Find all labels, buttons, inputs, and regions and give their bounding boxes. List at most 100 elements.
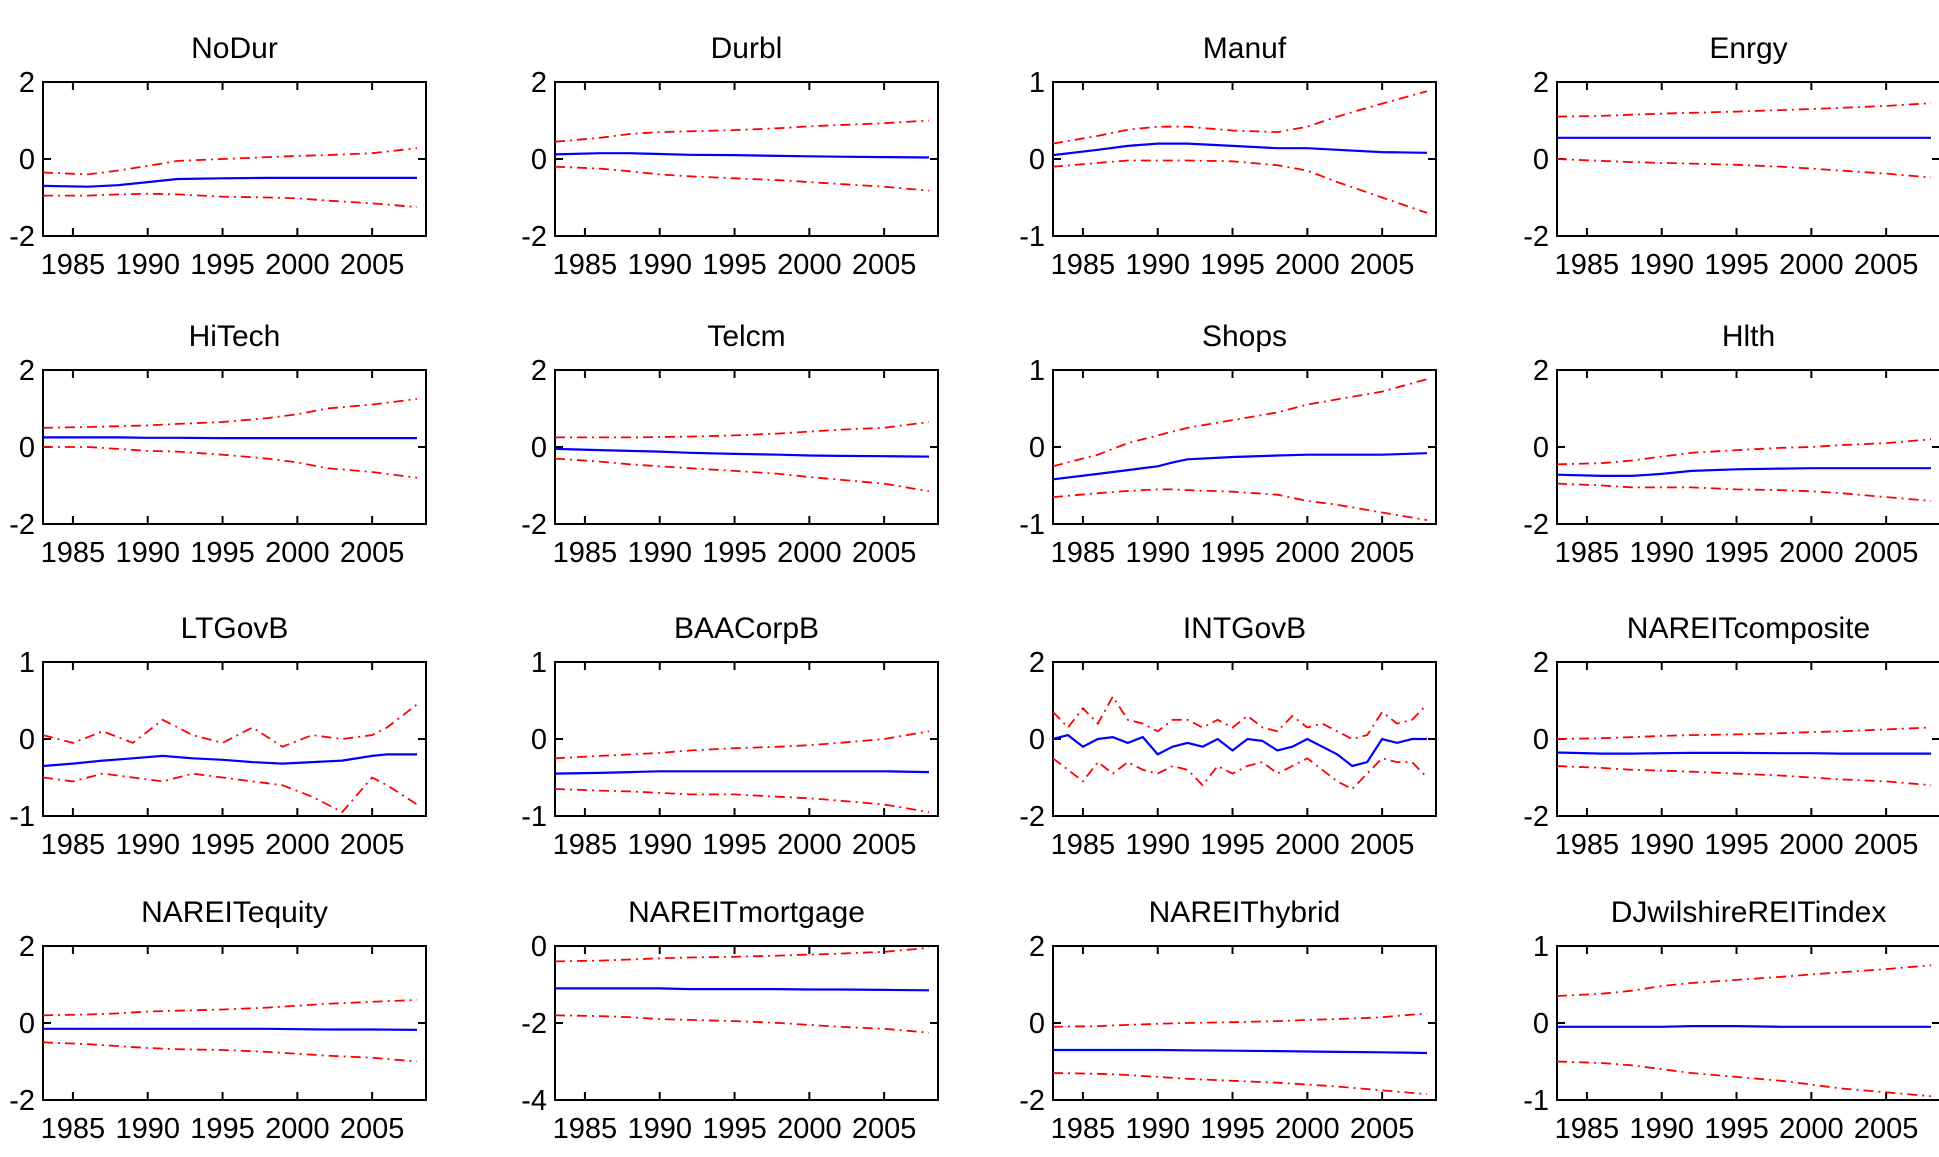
subplot-nareithybrid: NAREIThybrid -2 0 2 1985 1990 1995 2000 2005 bbox=[1019, 896, 1437, 1145]
x-tick-label: 1995 bbox=[190, 537, 255, 569]
y-tick-label: -2 bbox=[1019, 801, 1045, 833]
x-tick-label: 2005 bbox=[1854, 1113, 1919, 1145]
y-tick-label: 2 bbox=[531, 355, 547, 387]
confidence-band-line bbox=[42, 398, 418, 429]
y-tick-label: -2 bbox=[521, 509, 547, 541]
subplot-djwilshirereitindex: DJwilshireREITindex -1 0 1 1985 1990 1995 2000 2… bbox=[1523, 896, 1939, 1145]
y-tick-label: 2 bbox=[1029, 931, 1045, 963]
y-tick-label: 1 bbox=[19, 647, 35, 679]
confidence-band-line bbox=[1556, 482, 1932, 502]
estimate-line bbox=[1052, 142, 1428, 157]
x-tick-label: 2000 bbox=[1275, 1113, 1340, 1145]
subplot-telcm: Telcm -2 0 2 1985 1990 1995 2000 2005 bbox=[521, 320, 939, 569]
y-tick-label: 1 bbox=[531, 647, 547, 679]
plot-frame bbox=[1052, 661, 1437, 817]
x-tick-label: 1995 bbox=[702, 249, 767, 281]
y-tick-label: 2 bbox=[19, 931, 35, 963]
estimate-line bbox=[43, 1027, 418, 1031]
confidence-band-line bbox=[1556, 102, 1932, 118]
estimate-line bbox=[42, 176, 417, 188]
subplot-intgovb: INTGovB -2 0 2 1985 1990 1995 2000 2005 bbox=[1019, 612, 1437, 861]
x-tick-label: 2000 bbox=[1779, 1113, 1844, 1145]
y-tick-label: 0 bbox=[1029, 144, 1045, 176]
estimate-line bbox=[43, 436, 417, 440]
y-tick-label: 1 bbox=[1533, 931, 1549, 963]
x-tick-label: 1985 bbox=[41, 249, 106, 281]
x-tick-label: 1990 bbox=[115, 1113, 180, 1145]
x-tick-label: 1990 bbox=[1125, 1113, 1190, 1145]
plot-frame bbox=[1556, 81, 1939, 237]
y-tick-label: 2 bbox=[19, 355, 35, 387]
confidence-band-line bbox=[42, 147, 418, 176]
x-tick-label: 1995 bbox=[1200, 1113, 1265, 1145]
subplot-title: BAACorpB bbox=[674, 612, 819, 645]
x-tick-label: 2000 bbox=[1779, 829, 1844, 861]
x-tick-label: 2005 bbox=[1854, 829, 1919, 861]
y-tick-label: 0 bbox=[1533, 432, 1549, 464]
x-tick-label: 1995 bbox=[1200, 829, 1265, 861]
x-tick-label: 1995 bbox=[702, 537, 767, 569]
estimate-line bbox=[1053, 1048, 1428, 1055]
estimate-line bbox=[1556, 467, 1931, 477]
subplot-title: Durbl bbox=[711, 32, 783, 65]
confidence-band-line bbox=[1556, 964, 1932, 997]
confidence-band-line bbox=[1556, 438, 1932, 466]
x-tick-label: 1985 bbox=[1555, 249, 1620, 281]
x-tick-label: 1995 bbox=[190, 1113, 255, 1145]
x-tick-label: 2000 bbox=[1779, 249, 1844, 281]
x-tick-label: 2000 bbox=[777, 829, 842, 861]
x-tick-label: 1995 bbox=[190, 249, 255, 281]
x-tick-label: 1995 bbox=[1704, 249, 1769, 281]
y-tick-label: -1 bbox=[1523, 1085, 1549, 1117]
confidence-band-line bbox=[1052, 694, 1428, 740]
subplot-enrgy: Enrgy -2 0 2 1985 1990 1995 2000 2005 bbox=[1523, 32, 1939, 281]
y-tick-label: -2 bbox=[9, 1085, 35, 1117]
x-tick-label: 2005 bbox=[852, 537, 917, 569]
x-tick-label: 2005 bbox=[340, 829, 405, 861]
x-tick-label: 1985 bbox=[41, 829, 106, 861]
confidence-band-line bbox=[554, 730, 930, 760]
confidence-band-line bbox=[1556, 1060, 1932, 1098]
x-tick-label: 1985 bbox=[1555, 537, 1620, 569]
y-tick-label: 0 bbox=[19, 1008, 35, 1040]
confidence-band-line bbox=[42, 772, 418, 814]
y-tick-label: -2 bbox=[9, 509, 35, 541]
x-tick-label: 2005 bbox=[1350, 829, 1415, 861]
x-tick-label: 1990 bbox=[1629, 1113, 1694, 1145]
x-tick-label: 1990 bbox=[1629, 537, 1694, 569]
x-tick-label: 2000 bbox=[1275, 249, 1340, 281]
confidence-band-line bbox=[43, 192, 418, 208]
subplot-title: NAREITmortgage bbox=[628, 896, 865, 929]
x-tick-label: 1990 bbox=[1125, 829, 1190, 861]
y-tick-label: 0 bbox=[19, 724, 35, 756]
y-tick-label: 0 bbox=[1029, 724, 1045, 756]
plot-frame bbox=[554, 945, 939, 1101]
plot-frame bbox=[42, 945, 427, 1101]
confidence-band-line bbox=[1052, 159, 1428, 214]
x-tick-label: 1995 bbox=[1704, 1113, 1769, 1145]
y-tick-label: 0 bbox=[531, 432, 547, 464]
confidence-band-line bbox=[1556, 726, 1932, 740]
confidence-band-line bbox=[1052, 90, 1428, 145]
x-tick-label: 2000 bbox=[777, 249, 842, 281]
x-tick-label: 1995 bbox=[702, 1113, 767, 1145]
plot-frame bbox=[1556, 945, 1939, 1101]
x-tick-label: 1985 bbox=[553, 829, 618, 861]
x-tick-label: 2000 bbox=[265, 249, 330, 281]
x-tick-label: 2000 bbox=[777, 1113, 842, 1145]
plot-frame bbox=[1556, 369, 1939, 525]
x-tick-label: 2005 bbox=[340, 249, 405, 281]
x-tick-label: 2005 bbox=[1854, 537, 1919, 569]
estimate-line bbox=[1557, 1024, 1931, 1028]
subplot-manuf: Manuf -1 0 1 1985 1990 1995 2000 2005 bbox=[1019, 32, 1437, 281]
y-tick-label: -1 bbox=[521, 801, 547, 833]
subplot-ltgovb: LTGovB -1 0 1 1985 1990 1995 2000 2005 bbox=[9, 612, 427, 861]
x-tick-label: 1985 bbox=[1051, 537, 1116, 569]
confidence-band-line bbox=[1052, 1072, 1428, 1096]
estimate-line bbox=[554, 770, 930, 775]
y-tick-label: 2 bbox=[19, 67, 35, 99]
y-tick-label: 0 bbox=[19, 144, 35, 176]
x-tick-label: 1985 bbox=[41, 1113, 106, 1145]
y-tick-label: -2 bbox=[521, 221, 547, 253]
confidence-band-line bbox=[42, 1041, 418, 1063]
